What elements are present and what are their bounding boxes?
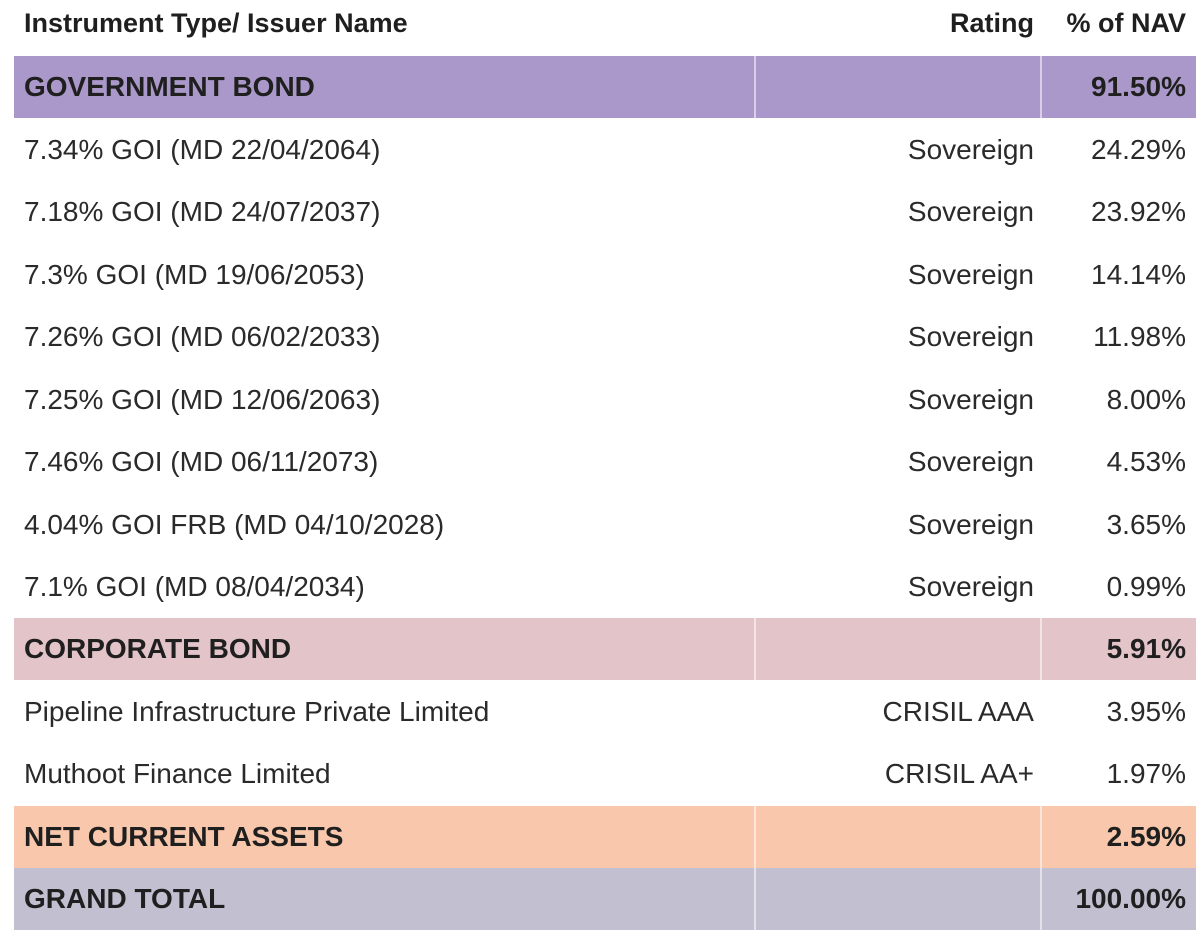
rating-value: Sovereign [907,134,1034,165]
column-divider [1040,806,1042,868]
nav-percent: 5.91% [1106,633,1186,664]
instrument-name: 7.46% GOI (MD 06/11/2073) [24,446,379,477]
column-divider [1040,618,1042,680]
table-row: Pipeline Infrastructure Private Limited C… [14,681,1196,743]
instrument-name: NET CURRENT ASSETS [24,821,344,852]
table-header: Instrument Type/ Issuer Name Rating % of… [14,0,1196,54]
nav-percent: 1.97% [1106,758,1186,789]
instrument-name: 7.34% GOI (MD 22/04/2064) [24,134,381,165]
instrument-name: 7.3% GOI (MD 19/06/2053) [24,259,365,290]
nav-percent: 100.00% [1075,883,1186,914]
header-rating: Rating [950,7,1034,38]
column-divider [1040,868,1042,930]
rating-value: Sovereign [907,446,1034,477]
section-row: GRAND TOTAL 100.00% [14,868,1196,930]
instrument-name: Pipeline Infrastructure Private Limited [24,696,490,727]
column-divider [754,618,756,680]
table-row: 7.26% GOI (MD 06/02/2033) Sovereign 11.98% [14,306,1196,368]
nav-percent: 11.98% [1093,321,1186,352]
column-divider [754,868,756,930]
instrument-name: 7.26% GOI (MD 06/02/2033) [24,321,381,352]
instrument-name: GRAND TOTAL [24,883,226,914]
rating-value: Sovereign [907,321,1034,352]
section-row: GOVERNMENT BOND 91.50% [14,56,1196,118]
instrument-name: 4.04% GOI FRB (MD 04/10/2028) [24,509,445,540]
instrument-name: Muthoot Finance Limited [24,758,331,789]
nav-percent: 14.14% [1091,259,1186,290]
instrument-name: 7.18% GOI (MD 24/07/2037) [24,196,381,227]
instrument-name: 7.25% GOI (MD 12/06/2063) [24,384,381,415]
table-row: 7.25% GOI (MD 12/06/2063) Sovereign 8.00% [14,369,1196,431]
column-divider [754,56,756,118]
rating-value: Sovereign [907,259,1034,290]
nav-percent: 24.29% [1091,134,1186,165]
header-instrument: Instrument Type/ Issuer Name [24,7,408,38]
table-row: 7.1% GOI (MD 08/04/2034) Sovereign 0.99% [14,556,1196,618]
instrument-name: CORPORATE BOND [24,633,292,664]
table-row: Muthoot Finance Limited CRISIL AA+ 1.97% [14,743,1196,805]
table-row: 7.46% GOI (MD 06/11/2073) Sovereign 4.53% [14,431,1196,493]
rating-value: CRISIL AA+ [884,758,1034,789]
rating-value: Sovereign [907,384,1034,415]
table-row: 7.34% GOI (MD 22/04/2064) Sovereign 24.29% [14,119,1196,181]
table-row: 7.3% GOI (MD 19/06/2053) Sovereign 14.14% [14,244,1196,306]
column-divider [1040,56,1042,118]
section-row: CORPORATE BOND 5.91% [14,618,1196,680]
nav-percent: 91.50% [1091,71,1186,102]
nav-percent: 3.95% [1106,696,1186,727]
nav-percent: 23.92% [1091,196,1186,227]
rating-value: Sovereign [907,196,1034,227]
nav-percent: 2.59% [1106,821,1186,852]
nav-percent: 8.00% [1106,384,1186,415]
rating-value: Sovereign [907,571,1034,602]
rating-value: Sovereign [907,509,1034,540]
rating-value: CRISIL AAA [882,696,1034,727]
instrument-name: GOVERNMENT BOND [24,71,315,102]
column-divider [754,806,756,868]
instrument-name: 7.1% GOI (MD 08/04/2034) [24,571,365,602]
header-nav: % of NAV [1066,7,1187,38]
nav-percent: 0.99% [1106,571,1186,602]
section-row: NET CURRENT ASSETS 2.59% [14,806,1196,868]
nav-percent: 4.53% [1106,446,1186,477]
nav-percent: 3.65% [1106,509,1186,540]
table-row: 4.04% GOI FRB (MD 04/10/2028) Sovereign 3.… [14,494,1196,556]
table-row: 7.18% GOI (MD 24/07/2037) Sovereign 23.92% [14,181,1196,243]
